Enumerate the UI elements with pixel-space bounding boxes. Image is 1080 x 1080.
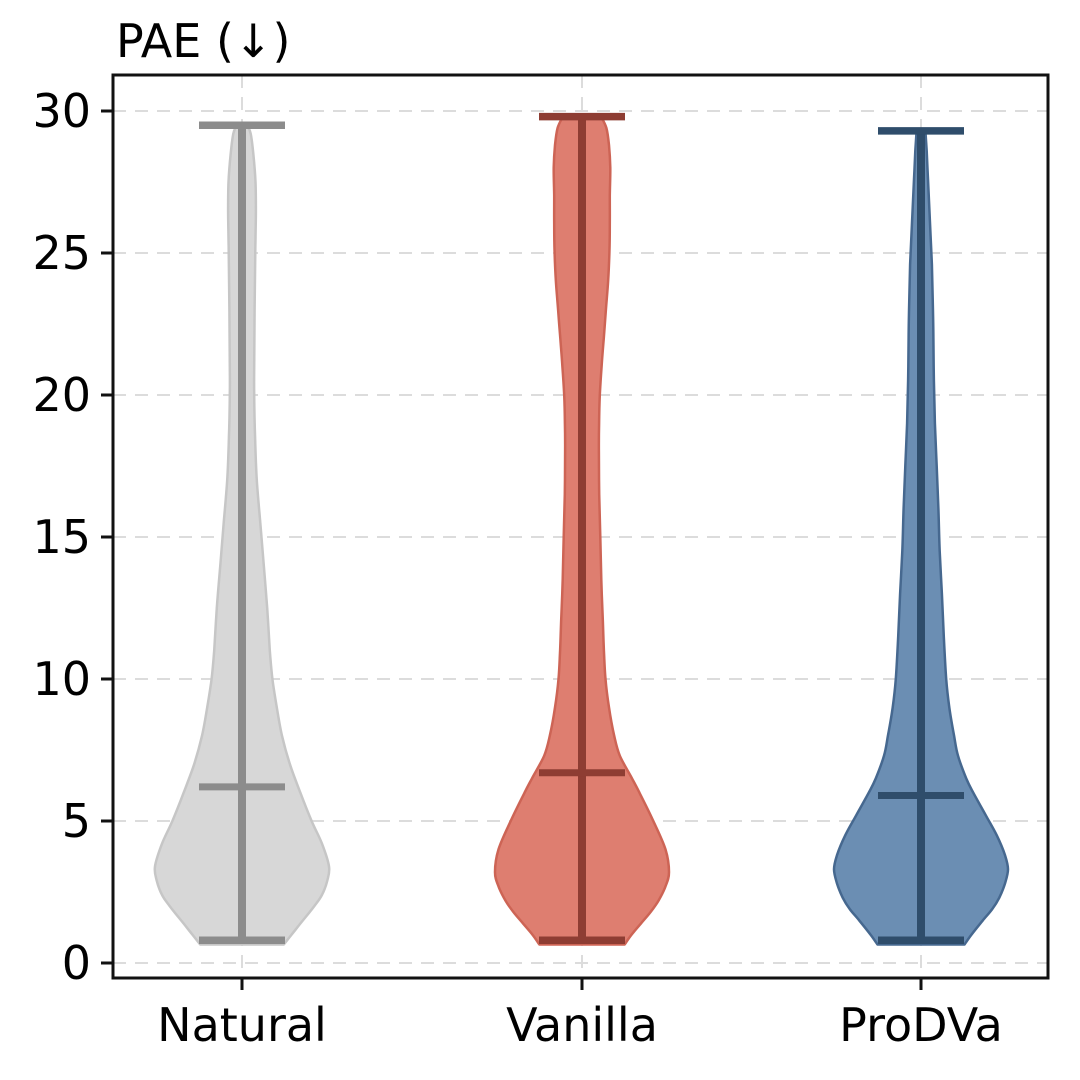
axes xyxy=(101,73,1050,990)
violin-natural xyxy=(153,121,331,946)
y-tick-label: 10 xyxy=(32,652,91,706)
y-tick-label: 5 xyxy=(62,794,91,848)
x-category-label: ProDVa xyxy=(839,998,1003,1052)
y-tick-label: 15 xyxy=(32,510,91,564)
axis-labels: 0 5 10 15 20 25 30 Natural Vanilla ProDVa xyxy=(32,84,1002,1052)
violin-vanilla xyxy=(493,112,671,946)
chart-title: PAE (↓) xyxy=(116,14,290,68)
x-category-label: Natural xyxy=(157,998,327,1052)
y-tick-label: 25 xyxy=(32,226,91,280)
violins xyxy=(153,112,1010,946)
violin-prodva xyxy=(832,127,1010,946)
x-category-label: Vanilla xyxy=(506,998,658,1052)
y-tick-label: 20 xyxy=(32,368,91,422)
y-tick-label: 30 xyxy=(32,84,91,138)
y-tick-label: 0 xyxy=(62,936,91,990)
